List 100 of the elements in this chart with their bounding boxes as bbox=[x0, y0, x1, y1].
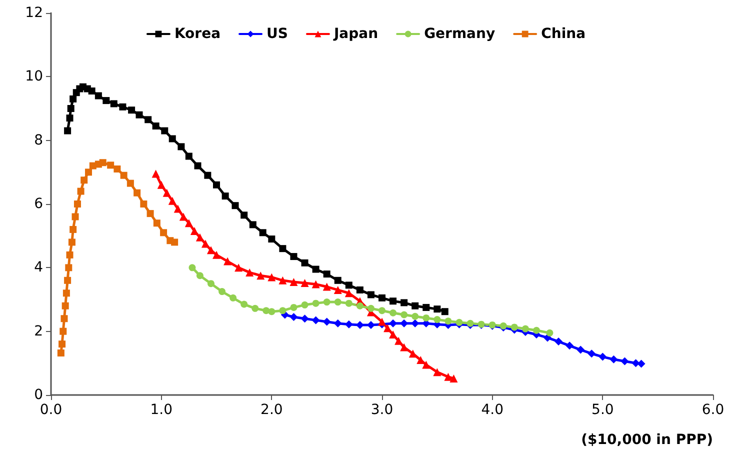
point bbox=[190, 227, 198, 236]
point bbox=[323, 298, 330, 306]
point bbox=[62, 302, 69, 310]
point bbox=[312, 300, 320, 307]
point bbox=[400, 299, 408, 306]
point bbox=[60, 328, 67, 335]
point bbox=[323, 270, 330, 278]
point bbox=[67, 105, 74, 112]
point bbox=[134, 189, 141, 196]
point bbox=[300, 278, 309, 287]
point bbox=[58, 340, 66, 348]
point bbox=[64, 276, 72, 284]
point bbox=[232, 202, 239, 210]
point bbox=[290, 253, 298, 260]
point bbox=[60, 315, 68, 322]
point bbox=[256, 272, 265, 280]
y-tick-label: 0 bbox=[34, 387, 43, 403]
point bbox=[422, 360, 430, 369]
point bbox=[62, 290, 70, 297]
legend-label: Japan bbox=[332, 26, 378, 42]
point bbox=[234, 264, 243, 272]
point bbox=[390, 298, 397, 305]
point bbox=[411, 319, 420, 328]
point bbox=[444, 372, 452, 381]
point bbox=[80, 176, 88, 184]
point bbox=[178, 143, 185, 150]
x-tick-label: 2.0 bbox=[260, 402, 283, 418]
point bbox=[433, 368, 442, 376]
point bbox=[185, 152, 192, 160]
point bbox=[268, 308, 276, 316]
point bbox=[188, 264, 196, 272]
point bbox=[174, 204, 182, 213]
point bbox=[566, 342, 574, 350]
point bbox=[378, 307, 386, 314]
point bbox=[246, 268, 254, 276]
point bbox=[102, 97, 110, 104]
point bbox=[334, 298, 342, 306]
point bbox=[408, 350, 417, 358]
point bbox=[412, 302, 419, 310]
point bbox=[576, 346, 585, 354]
point bbox=[68, 238, 76, 246]
point bbox=[77, 188, 84, 195]
point bbox=[207, 280, 214, 288]
point bbox=[94, 92, 102, 100]
point bbox=[240, 300, 248, 308]
point bbox=[70, 95, 77, 102]
point bbox=[114, 165, 121, 172]
y-tick-label: 12 bbox=[25, 5, 43, 21]
legend-label: China bbox=[541, 26, 586, 42]
point bbox=[126, 180, 134, 187]
point bbox=[450, 374, 458, 382]
point bbox=[278, 276, 287, 284]
point bbox=[290, 278, 298, 286]
y-tick-label: 4 bbox=[34, 260, 44, 276]
point bbox=[213, 181, 220, 188]
point bbox=[153, 220, 160, 227]
x-tick-label: 4.0 bbox=[481, 402, 504, 418]
point bbox=[344, 320, 353, 328]
point bbox=[230, 294, 237, 302]
point bbox=[194, 162, 202, 170]
point bbox=[554, 338, 563, 346]
point bbox=[161, 127, 168, 134]
point bbox=[367, 291, 374, 298]
point bbox=[249, 221, 256, 228]
point bbox=[88, 87, 96, 94]
point bbox=[301, 301, 308, 308]
point bbox=[212, 250, 220, 259]
point bbox=[128, 106, 136, 114]
point bbox=[290, 313, 298, 322]
point bbox=[146, 210, 154, 218]
point bbox=[184, 219, 193, 228]
x-tick-label: 1.0 bbox=[150, 402, 172, 418]
point bbox=[240, 212, 248, 219]
point bbox=[72, 213, 79, 220]
point bbox=[152, 170, 160, 178]
x-tick-label: 6.0 bbox=[702, 402, 724, 418]
point bbox=[456, 318, 463, 326]
point bbox=[334, 276, 342, 284]
point bbox=[532, 326, 540, 334]
point bbox=[196, 272, 204, 280]
point bbox=[160, 229, 168, 236]
point bbox=[378, 318, 386, 326]
point bbox=[356, 286, 364, 294]
point bbox=[500, 322, 507, 330]
point bbox=[312, 280, 320, 288]
point bbox=[441, 308, 448, 316]
y-tick-label: 2 bbox=[34, 323, 43, 340]
point bbox=[168, 135, 176, 142]
point bbox=[378, 294, 386, 302]
point bbox=[632, 359, 640, 368]
point bbox=[168, 196, 176, 205]
point bbox=[259, 229, 266, 236]
point bbox=[322, 282, 331, 291]
x-tick-label: 3.0 bbox=[370, 402, 394, 418]
point bbox=[290, 304, 298, 311]
point bbox=[222, 192, 229, 200]
point bbox=[345, 300, 352, 307]
point bbox=[206, 246, 215, 254]
legend-label: Korea bbox=[174, 26, 221, 42]
y-tick-label: 10 bbox=[25, 68, 43, 85]
